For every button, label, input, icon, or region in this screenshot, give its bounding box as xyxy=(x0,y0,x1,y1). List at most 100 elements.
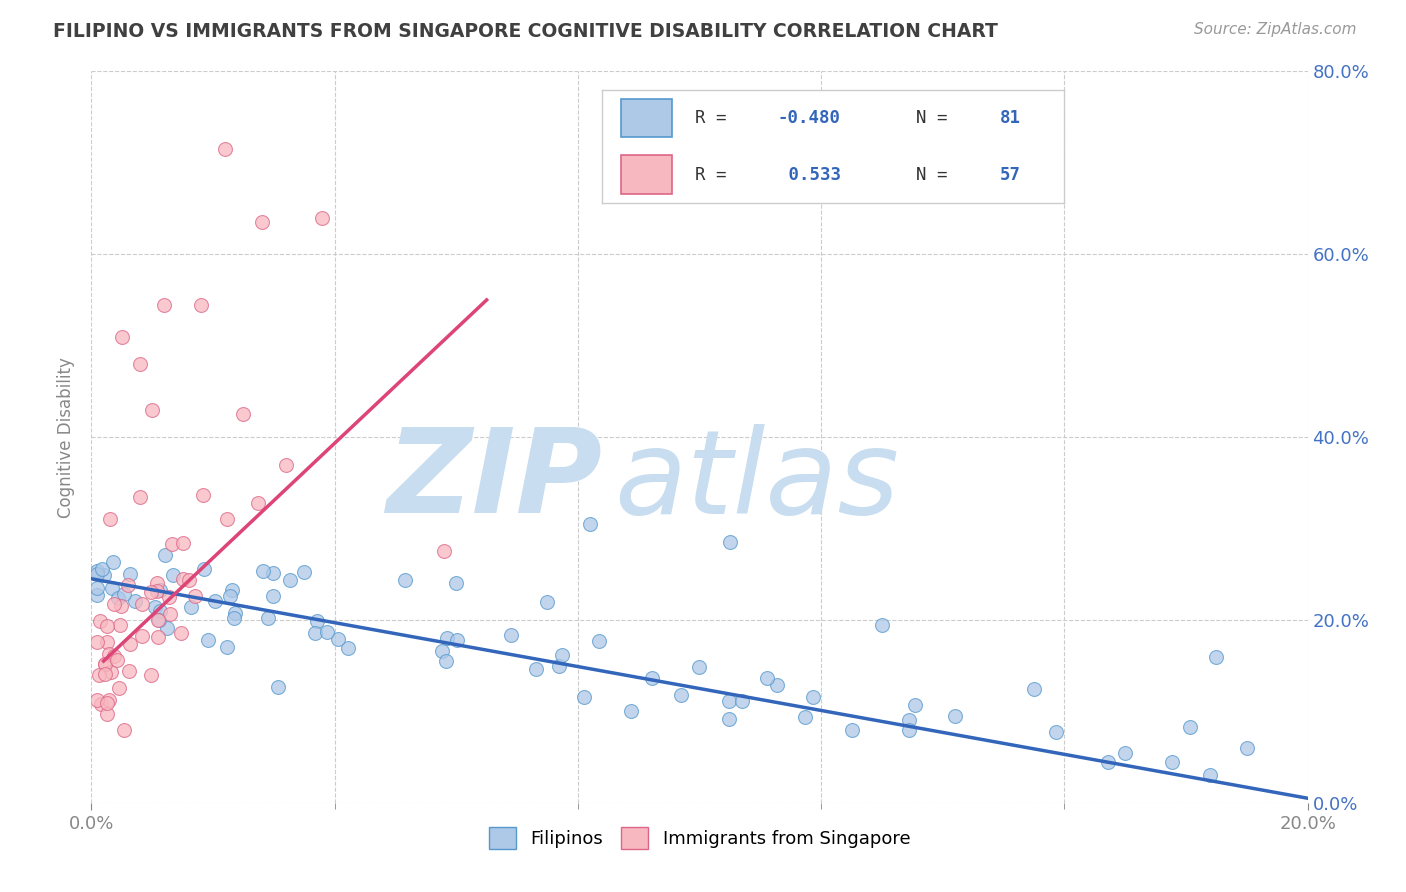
Point xyxy=(172,536,194,550)
Point xyxy=(1161,755,1184,769)
Point xyxy=(190,297,212,311)
Point xyxy=(572,690,595,705)
Point xyxy=(278,574,301,588)
Point xyxy=(103,597,125,611)
Point xyxy=(446,632,468,647)
Point xyxy=(148,613,170,627)
Point xyxy=(436,654,458,668)
Point xyxy=(620,704,643,718)
Point xyxy=(444,576,467,591)
Point xyxy=(731,694,754,708)
Point xyxy=(640,671,662,685)
Text: Source: ZipAtlas.com: Source: ZipAtlas.com xyxy=(1194,22,1357,37)
Point xyxy=(221,582,243,597)
Point xyxy=(898,723,921,737)
Point xyxy=(215,640,238,654)
Point xyxy=(143,599,166,614)
Point xyxy=(110,599,132,613)
Point xyxy=(86,567,108,582)
Point xyxy=(146,584,169,599)
Point xyxy=(250,215,273,229)
Point xyxy=(717,693,740,707)
Point xyxy=(148,630,170,644)
Point xyxy=(870,617,893,632)
Point xyxy=(1205,649,1227,664)
Point xyxy=(305,615,328,629)
Point xyxy=(101,581,124,595)
Point xyxy=(156,621,179,635)
Point xyxy=(256,610,278,624)
Point xyxy=(224,606,246,620)
Point xyxy=(101,555,124,569)
Point xyxy=(90,697,112,711)
Point xyxy=(841,723,863,737)
Point xyxy=(149,582,172,597)
Point xyxy=(86,588,108,602)
Point xyxy=(267,680,290,694)
Point xyxy=(146,613,169,627)
Point xyxy=(96,697,118,711)
Point xyxy=(141,402,163,417)
Point xyxy=(304,626,326,640)
Point xyxy=(524,662,547,676)
Point xyxy=(96,707,118,722)
Point xyxy=(1236,740,1258,755)
Point xyxy=(93,667,115,681)
Point xyxy=(898,713,921,727)
Point xyxy=(98,692,121,706)
Point xyxy=(96,634,118,648)
Point xyxy=(588,633,610,648)
Point xyxy=(131,629,153,643)
Point xyxy=(110,618,132,632)
Point xyxy=(499,628,522,642)
Point xyxy=(112,723,135,737)
Point xyxy=(1114,746,1136,760)
Point xyxy=(943,709,966,723)
Point xyxy=(718,712,741,726)
Point xyxy=(96,618,118,632)
Point xyxy=(669,688,692,702)
Point xyxy=(160,537,183,551)
Point xyxy=(536,594,558,608)
Point xyxy=(86,692,108,706)
Point xyxy=(193,561,215,575)
Point xyxy=(103,648,125,663)
Point xyxy=(214,142,236,156)
Point xyxy=(191,488,214,502)
Point xyxy=(172,572,194,586)
Point xyxy=(100,665,122,680)
Point xyxy=(756,671,779,685)
Point xyxy=(146,575,169,590)
Point xyxy=(98,512,121,526)
Point xyxy=(107,653,129,667)
Legend: Filipinos, Immigrants from Singapore: Filipinos, Immigrants from Singapore xyxy=(481,820,918,856)
Point xyxy=(93,657,115,671)
Point xyxy=(139,667,162,681)
Point xyxy=(197,633,219,648)
Point xyxy=(153,297,176,311)
Point xyxy=(547,659,569,673)
Point xyxy=(94,657,117,671)
Point xyxy=(159,607,181,622)
Text: ZIP: ZIP xyxy=(387,424,602,539)
Point xyxy=(262,589,284,603)
Point xyxy=(336,641,359,656)
Point xyxy=(215,512,238,526)
Point xyxy=(162,568,184,582)
Point xyxy=(1097,755,1119,769)
Point xyxy=(97,647,120,661)
Point xyxy=(1045,724,1067,739)
Point xyxy=(433,544,456,558)
Point xyxy=(93,568,115,582)
Point xyxy=(155,548,177,562)
Point xyxy=(157,590,180,604)
Point xyxy=(247,496,270,510)
Point xyxy=(436,631,458,645)
Point xyxy=(1199,768,1222,782)
Text: atlas: atlas xyxy=(614,424,900,538)
Point xyxy=(394,573,416,587)
Point xyxy=(316,624,339,639)
Point xyxy=(112,587,135,601)
Point xyxy=(688,660,710,674)
Point xyxy=(91,561,114,575)
